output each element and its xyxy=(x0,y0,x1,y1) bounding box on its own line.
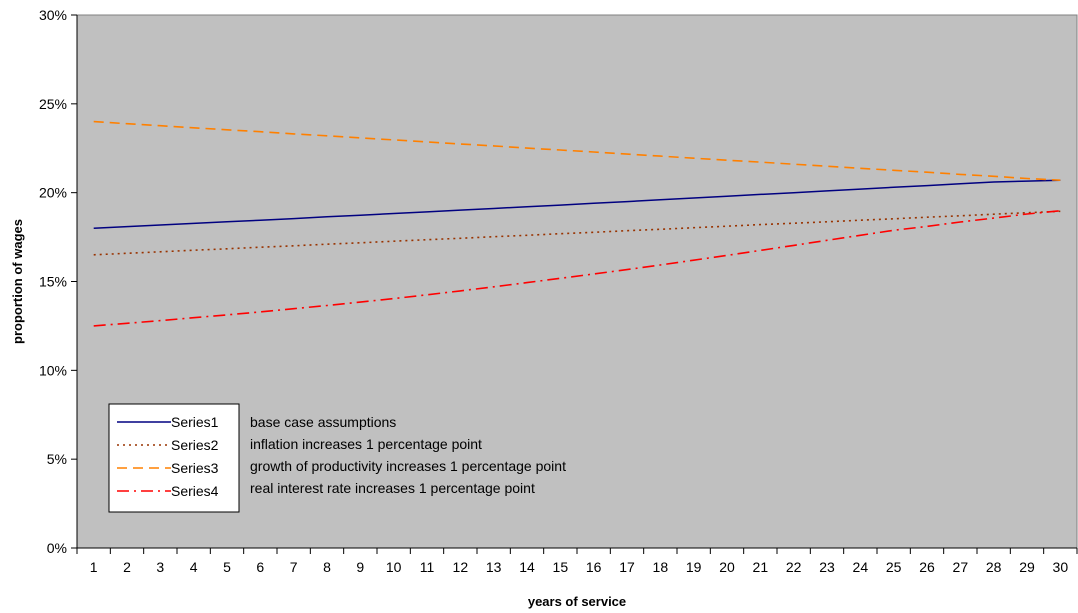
x-tick-label: 18 xyxy=(653,559,669,575)
y-tick-label: 0% xyxy=(47,540,67,556)
legend-label-2: Series2 xyxy=(171,437,219,453)
series-layer xyxy=(93,120,1061,327)
x-tick-label: 4 xyxy=(190,559,198,575)
y-tick-label: 5% xyxy=(47,451,67,467)
x-tick-label: 10 xyxy=(386,559,402,575)
x-tick-label: 21 xyxy=(753,559,769,575)
x-tick-label: 28 xyxy=(986,559,1002,575)
annotation-1: base case assumptions xyxy=(250,414,396,430)
legend-label-3: Series3 xyxy=(171,460,219,476)
annotation-4: real interest rate increases 1 percentag… xyxy=(250,480,535,496)
legend-label-1: Series1 xyxy=(171,414,219,430)
x-tick-label: 14 xyxy=(519,559,535,575)
plot-area xyxy=(76,14,1078,549)
y-tick-label: 10% xyxy=(39,362,67,378)
axes: 0%5%10%15%20%25%30%1 2 3 4 5 6 7 8 9 10 11 12 13 14 15… xyxy=(39,7,1078,575)
x-tick-label: 29 xyxy=(1019,559,1035,575)
x-tick-label: 20 xyxy=(719,559,735,575)
x-tick-label: 24 xyxy=(853,559,869,575)
x-tick-label: 26 xyxy=(919,559,935,575)
x-axis-title: years of service xyxy=(528,594,626,609)
annotation-3: growth of productivity increases 1 perce… xyxy=(250,458,566,474)
annotation-2: inflation increases 1 percentage point xyxy=(250,436,482,452)
x-tick-label: 7 xyxy=(290,559,298,575)
y-axis-title: proportion of wages xyxy=(10,219,25,344)
y-tick-label: 30% xyxy=(39,7,67,23)
x-tick-label: 9 xyxy=(356,559,364,575)
x-tick-label: 30 xyxy=(1053,559,1069,575)
x-tick-label: 8 xyxy=(323,559,331,575)
x-tick-label: 25 xyxy=(886,559,902,575)
x-tick-label: 19 xyxy=(686,559,702,575)
x-tick-label: 16 xyxy=(586,559,602,575)
x-tick-label: 5 xyxy=(223,559,231,575)
x-tick-label: 2 xyxy=(123,559,131,575)
x-tick-label: 15 xyxy=(553,559,569,575)
x-tick-label: 6 xyxy=(256,559,264,575)
legend-label-4: Series4 xyxy=(171,483,219,499)
x-tick-label: 27 xyxy=(953,559,969,575)
x-tick-label: 3 xyxy=(156,559,164,575)
x-tick-label: 23 xyxy=(819,559,835,575)
legend: Series1 Series2 Series3 Series4 xyxy=(108,403,240,513)
x-tick-label: 22 xyxy=(786,559,802,575)
series-line-4 xyxy=(93,210,1061,327)
x-tick-label: 11 xyxy=(420,559,435,575)
y-tick-label: 15% xyxy=(39,274,67,290)
y-tick-label: 20% xyxy=(39,185,67,201)
x-tick-label: 17 xyxy=(619,559,635,575)
series-line-3 xyxy=(93,120,1061,181)
annotations: base case assumptions inflation increases… xyxy=(250,414,566,496)
series-line-1 xyxy=(93,179,1061,229)
y-tick-label: 25% xyxy=(39,96,67,112)
x-tick-label: 1 xyxy=(90,559,98,575)
x-tick-label: 12 xyxy=(453,559,469,575)
x-tick-label: 13 xyxy=(486,559,502,575)
